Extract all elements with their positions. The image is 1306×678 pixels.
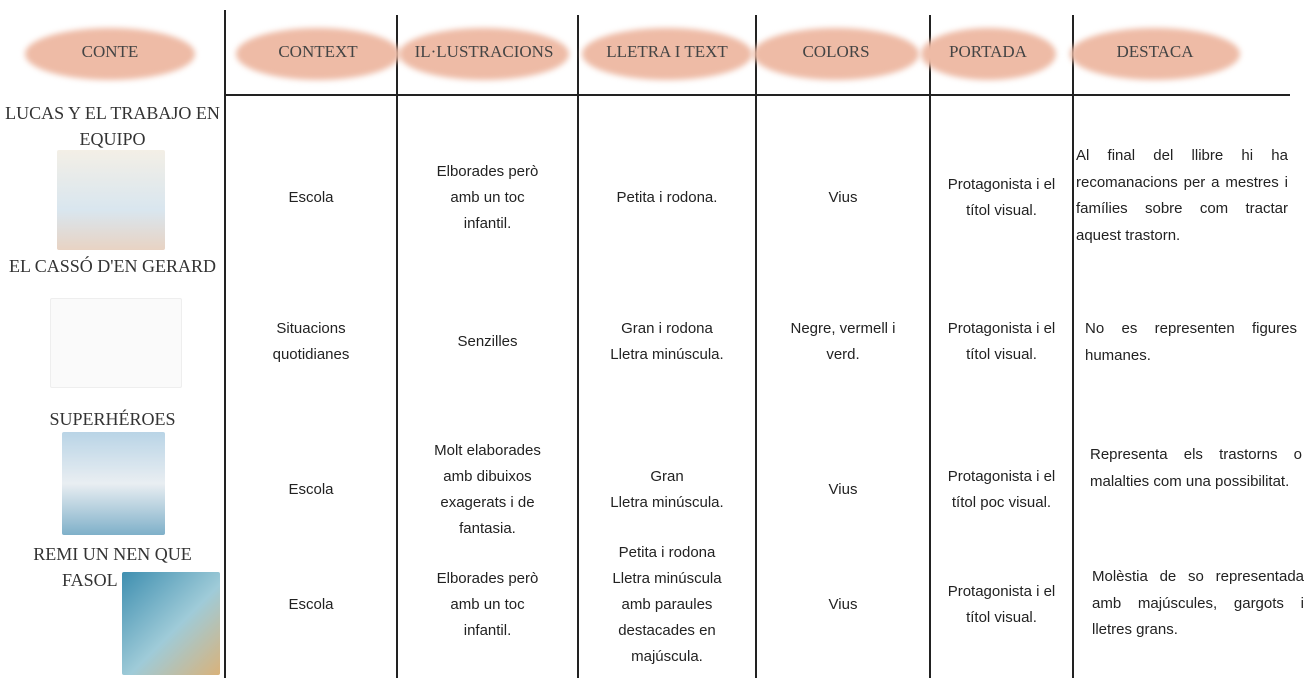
colors-cell: Vius xyxy=(756,592,930,618)
cell-line: Lletra minúscula xyxy=(612,570,722,587)
cell-line: Protagonista i el xyxy=(947,320,1056,337)
cell-line: Senzilles xyxy=(457,333,518,350)
cover-cell: Protagonista i el títol visual. xyxy=(930,172,1073,224)
illustrations-cell: Elborades però amb un toc infantil. xyxy=(397,566,578,644)
lettering-cell: Gran i rodona Lletra minúscula. xyxy=(578,316,756,368)
title-line: EL CASSÓ D'EN GERARD xyxy=(8,256,217,276)
cell-line: Protagonista i el xyxy=(947,468,1056,485)
book-title: EL CASSÓ D'EN GERARD xyxy=(0,253,225,279)
illustrations-cell: Molt elaborades amb dibuixos exagerats i d… xyxy=(397,438,578,542)
cell-line: Lletra minúscula. xyxy=(610,346,724,363)
cell-line: Negre, vermell i xyxy=(790,320,896,337)
cell-line: amb un toc xyxy=(450,189,525,206)
cell-line: Vius xyxy=(828,189,858,206)
column-header: CONTEXT xyxy=(278,42,358,61)
cell-line: Lletra minúscula. xyxy=(610,494,724,511)
column-line xyxy=(396,15,398,678)
context-cell: Escola xyxy=(225,592,397,618)
cell-line: Gran xyxy=(650,468,684,485)
cover-image xyxy=(57,150,165,250)
column-header: IL·LUSTRACIONS xyxy=(414,42,554,61)
cell-line: Protagonista i el xyxy=(947,583,1056,600)
cell-line: títol visual. xyxy=(966,202,1037,219)
cell-line: infantil. xyxy=(463,215,512,232)
header-brush xyxy=(920,28,1056,80)
cell-line: Molt elaborades xyxy=(434,442,541,459)
column-line xyxy=(1072,15,1074,678)
column-line xyxy=(577,15,579,678)
cell-line: Vius xyxy=(828,596,858,613)
cell-line: Escola xyxy=(288,481,334,498)
lettering-cell: Petita i rodona Lletra minúscula amb parau… xyxy=(578,540,756,670)
cell-line: Petita i rodona. xyxy=(616,189,718,206)
lettering-cell: Petita i rodona. xyxy=(578,185,756,211)
cell-line: Vius xyxy=(828,481,858,498)
column-line xyxy=(755,15,757,678)
colors-cell: Negre, vermell i verd. xyxy=(756,316,930,368)
cell-line: exagerats i de xyxy=(440,494,535,511)
header-brush xyxy=(1070,28,1240,80)
header-brush xyxy=(236,28,400,80)
illustrations-cell: Elborades però amb un toc infantil. xyxy=(397,159,578,237)
title-line: EQUIPO xyxy=(79,129,146,149)
column-header: DESTACA xyxy=(1116,42,1194,61)
cell-line: infantil. xyxy=(463,622,512,639)
title-line: SUPERHÉROES xyxy=(49,409,176,429)
cover-cell: Protagonista i el títol visual. xyxy=(930,579,1073,631)
cell-line: majúscula. xyxy=(631,648,703,665)
cell-line: títol visual. xyxy=(966,609,1037,626)
header-brush xyxy=(753,28,919,80)
cover-image xyxy=(50,298,182,388)
cell-line: quotidianes xyxy=(272,346,350,363)
cell-line: Escola xyxy=(288,596,334,613)
cell-line: Protagonista i el xyxy=(947,176,1056,193)
cell-line: Gran i rodona xyxy=(621,320,713,337)
title-line: FASOL xyxy=(62,570,118,590)
context-cell: Situacions quotidianes xyxy=(225,316,397,368)
cover-cell: Protagonista i el títol poc visual. xyxy=(930,464,1073,516)
column-header: PORTADA xyxy=(949,42,1027,61)
column-header: COLORS xyxy=(802,42,870,61)
cell-line: Petita i rodona xyxy=(618,544,716,561)
cell-line: amb un toc xyxy=(450,596,525,613)
header-brush xyxy=(399,28,569,80)
context-cell: Escola xyxy=(225,185,397,211)
cover-image xyxy=(122,572,220,675)
cell-line: títol visual. xyxy=(966,346,1037,363)
cell-line: amb dibuixos xyxy=(443,468,532,485)
cell-line: verd. xyxy=(826,346,860,363)
header-brush xyxy=(582,28,752,80)
highlight-cell: No es representen figures humanes. xyxy=(1085,320,1297,364)
cover-image xyxy=(62,432,165,535)
context-cell: Escola xyxy=(225,477,397,503)
lettering-cell: Gran Lletra minúscula. xyxy=(578,464,756,516)
column-header: CONTE xyxy=(81,42,139,61)
cell-line: Elborades però xyxy=(436,570,539,587)
highlight-cell: Representa els trastorns o malalties com… xyxy=(1090,446,1302,490)
column-line xyxy=(224,10,226,678)
highlight-cell: Molèstia de so representada amb majúscul… xyxy=(1092,568,1304,638)
colors-cell: Vius xyxy=(756,477,930,503)
header-line xyxy=(224,94,1290,96)
column-line xyxy=(929,15,931,678)
cell-line: amb paraules xyxy=(621,596,713,613)
column-header: LLETRA I TEXT xyxy=(606,42,728,61)
cell-line: destacades en xyxy=(618,622,716,639)
cell-line: fantasia. xyxy=(459,520,516,537)
title-line: REMI UN NEN QUE xyxy=(33,544,192,564)
cell-line: Escola xyxy=(288,189,334,206)
cell-line: Situacions xyxy=(276,320,346,337)
illustrations-cell: Senzilles xyxy=(397,329,578,355)
title-line: LUCAS Y EL TRABAJO EN xyxy=(5,103,220,123)
highlight-cell: Al final del llibre hi ha recomanacions … xyxy=(1076,147,1288,244)
cover-cell: Protagonista i el títol visual. xyxy=(930,316,1073,368)
colors-cell: Vius xyxy=(756,185,930,211)
cell-line: títol poc visual. xyxy=(951,494,1052,511)
book-title: SUPERHÉROES xyxy=(0,406,225,432)
header-brush xyxy=(25,28,195,80)
book-title: REMI UN NEN QUE FASOL xyxy=(0,541,225,593)
cell-line: Elborades però xyxy=(436,163,539,180)
book-title: LUCAS Y EL TRABAJO EN EQUIPO xyxy=(0,100,225,152)
